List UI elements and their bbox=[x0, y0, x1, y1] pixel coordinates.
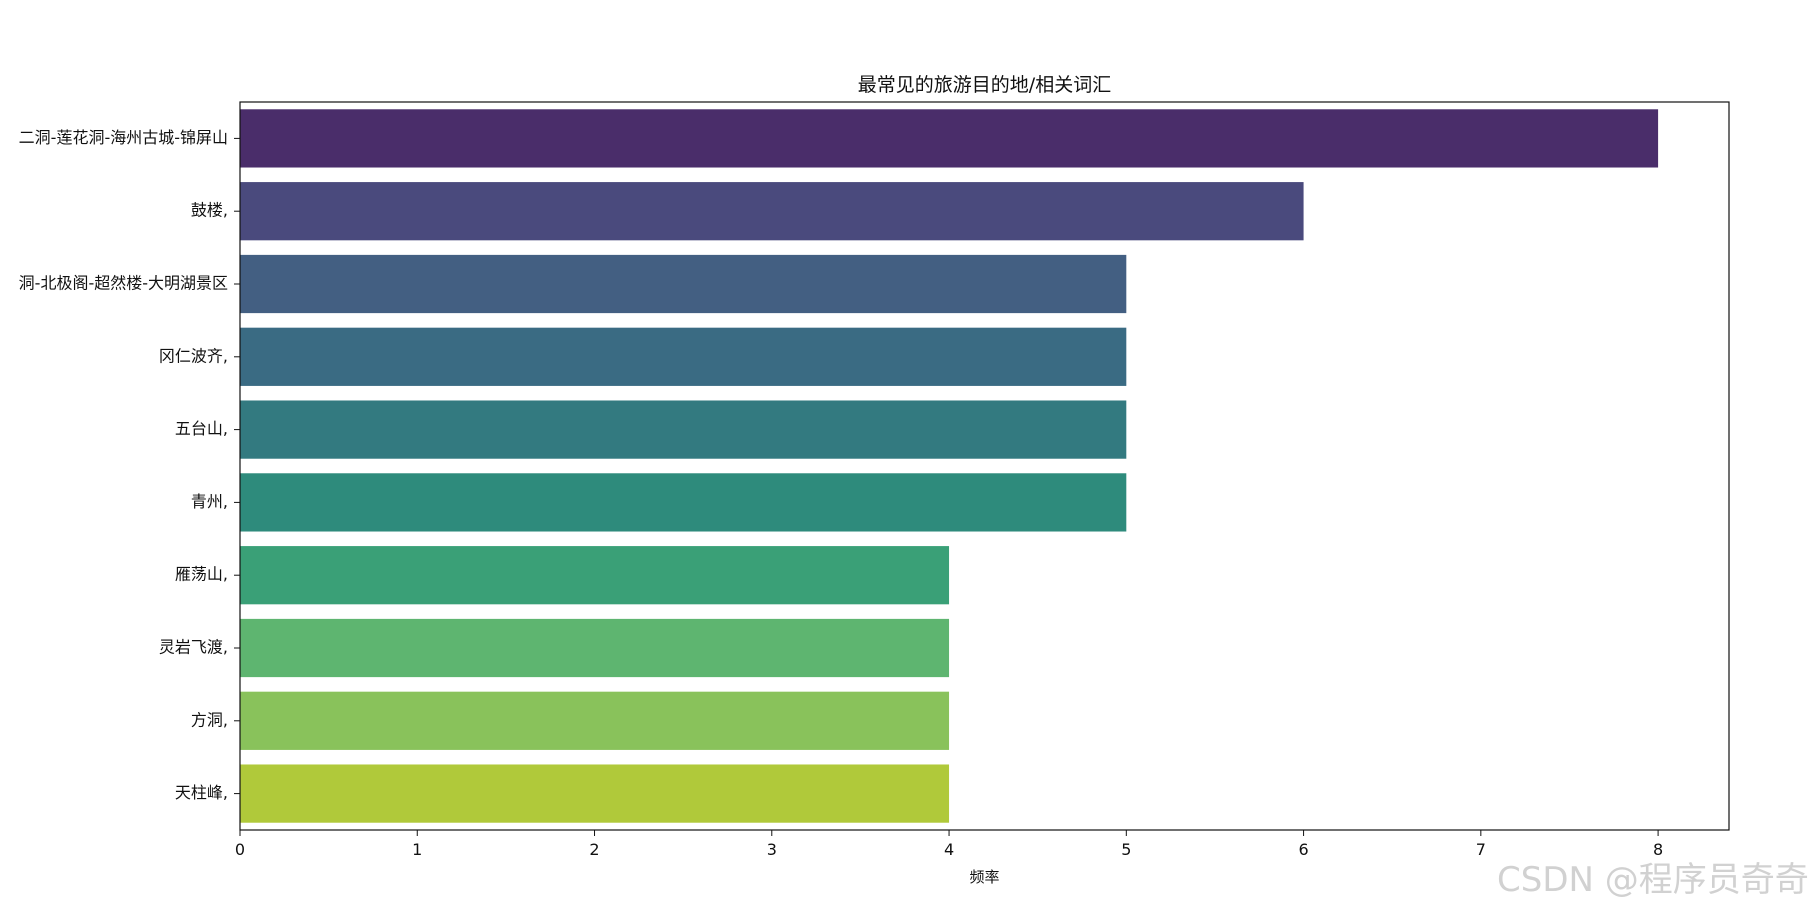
y-tick-label: 雁荡山, bbox=[175, 565, 228, 584]
x-tick-label: 0 bbox=[235, 840, 245, 859]
x-tick-label: 3 bbox=[767, 840, 777, 859]
bar bbox=[240, 400, 1127, 459]
plot-frame bbox=[239, 101, 1730, 831]
x-tick-label: 5 bbox=[1121, 840, 1131, 859]
y-tick-label: 冈仁波齐, bbox=[159, 346, 228, 365]
y-tick-label: 灵岩飞渡, bbox=[159, 638, 228, 657]
y-tick-label: 天柱峰, bbox=[175, 783, 228, 802]
y-tick-label: 二洞-莲花洞-海州古城-锦屏山 bbox=[19, 128, 228, 147]
x-tick-label: 2 bbox=[589, 840, 599, 859]
x-tick-label: 1 bbox=[412, 840, 422, 859]
y-tick-label: 洞-北极阁-超然楼-大明湖景区 bbox=[19, 274, 228, 293]
watermark: CSDN @程序员奇奇 bbox=[1497, 860, 1809, 900]
bar bbox=[240, 182, 1304, 241]
x-tick-label: 7 bbox=[1476, 840, 1486, 859]
bar bbox=[240, 546, 950, 605]
y-tick-label: 青州, bbox=[191, 492, 228, 511]
x-axis-ticks: 0 1 2 3 4 5 6 7 8 bbox=[235, 830, 1663, 859]
bars-layer bbox=[240, 109, 1659, 823]
x-tick-label: 8 bbox=[1653, 840, 1663, 859]
bar bbox=[240, 473, 1127, 532]
y-tick-label: 方洞, bbox=[191, 710, 228, 729]
chart-title: 最常见的旅游目的地/相关词汇 bbox=[858, 74, 1111, 96]
x-tick-label: 4 bbox=[944, 840, 954, 859]
y-tick-label: 五台山, bbox=[175, 419, 228, 438]
bar bbox=[240, 327, 1127, 386]
bar bbox=[240, 254, 1127, 314]
x-axis-label: 频率 bbox=[969, 868, 999, 886]
bar bbox=[240, 764, 950, 823]
x-tick-label: 6 bbox=[1298, 840, 1308, 859]
bar bbox=[240, 109, 1659, 168]
bar bbox=[240, 691, 950, 750]
bar bbox=[240, 618, 950, 678]
y-tick-label: 鼓楼, bbox=[191, 201, 228, 220]
